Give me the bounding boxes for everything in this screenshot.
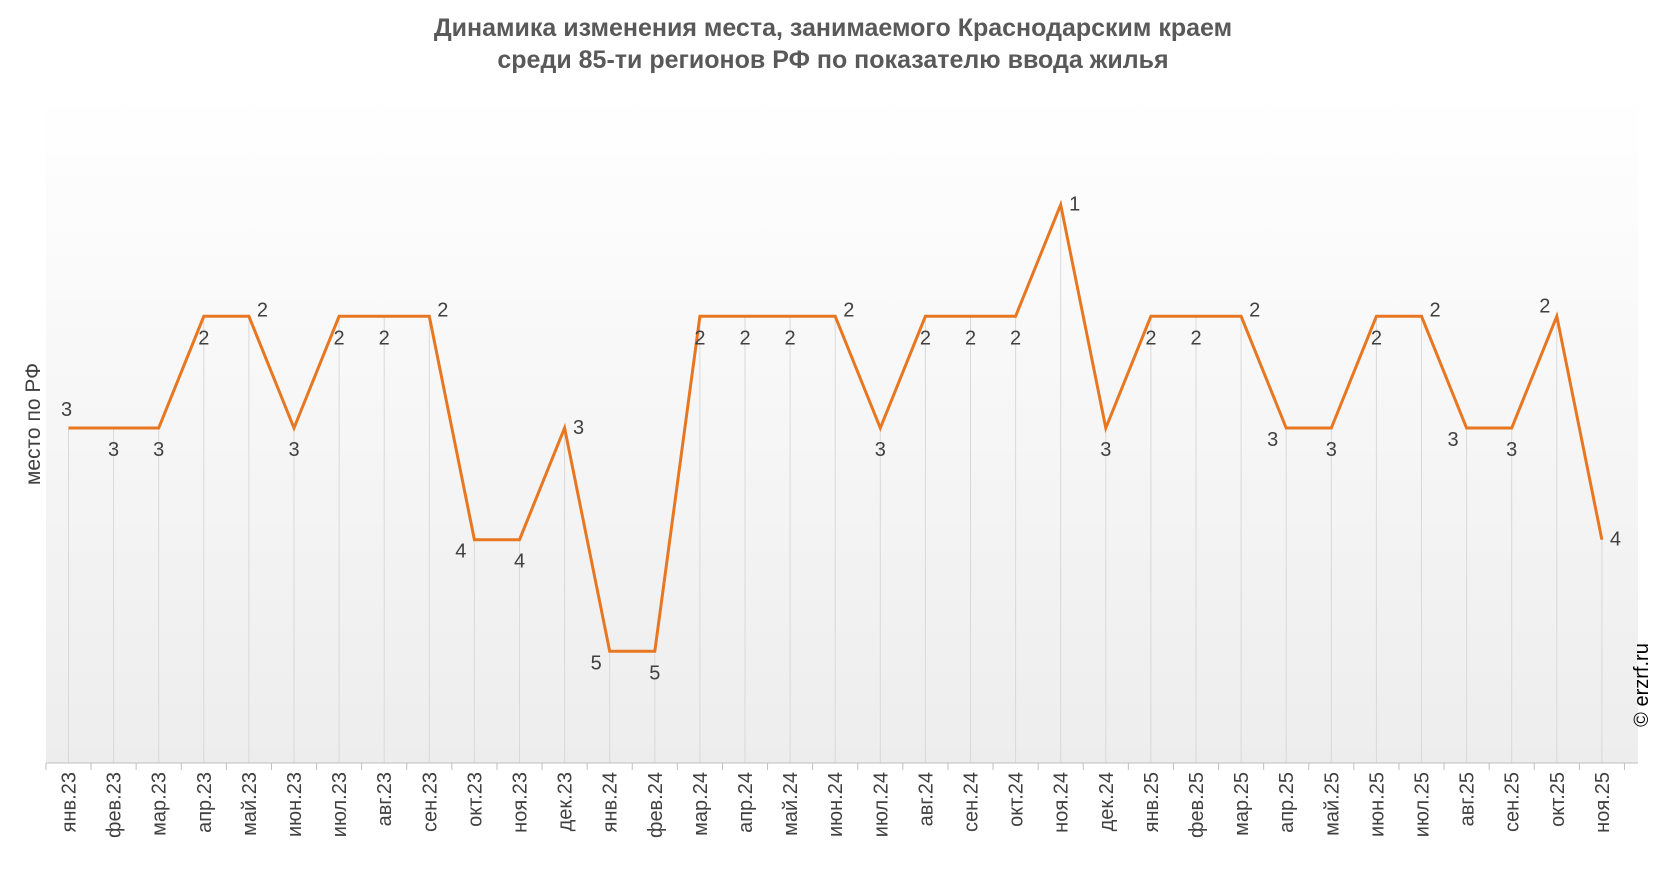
x-tick-label: апр.25 <box>1276 772 1298 833</box>
data-label: 2 <box>1010 327 1021 349</box>
data-label: 3 <box>1447 429 1458 451</box>
data-label: 1 <box>1069 194 1080 216</box>
x-tick-label: окт.24 <box>1006 772 1028 827</box>
x-tick-label: фев.24 <box>645 772 667 838</box>
plot-area <box>46 93 1638 763</box>
x-tick-label: авг.25 <box>1457 772 1479 826</box>
x-tick-label: янв.25 <box>1141 772 1163 832</box>
data-label: 2 <box>785 327 796 349</box>
data-label: 5 <box>591 652 602 674</box>
x-tick-label: ноя.24 <box>1051 772 1073 833</box>
data-label: 2 <box>198 327 209 349</box>
x-tick-label: окт.25 <box>1547 772 1569 827</box>
x-tick-label: янв.23 <box>59 772 81 832</box>
data-label: 2 <box>1249 299 1260 321</box>
x-tick-label: дек.24 <box>1096 772 1118 831</box>
data-label: 2 <box>1145 327 1156 349</box>
x-axis-ticks: янв.23 фев.23 мар.23 апр.23 май.23 июн.23 июл.… <box>45 763 1625 838</box>
x-tick-label: авг.23 <box>374 772 396 826</box>
x-tick-label: июл.25 <box>1412 772 1434 837</box>
x-tick-label: май.25 <box>1321 772 1343 836</box>
x-tick-label: ноя.25 <box>1592 772 1614 833</box>
x-tick-label: июн.24 <box>825 772 847 837</box>
data-label: 3 <box>288 439 299 461</box>
x-tick-label: сен.23 <box>419 772 441 832</box>
x-tick-label: дек.23 <box>555 772 577 831</box>
x-tick-label: мар.25 <box>1231 772 1253 836</box>
data-label: 2 <box>920 327 931 349</box>
credit-text: © erzrf.ru <box>1631 643 1653 727</box>
data-label: 2 <box>1190 327 1201 349</box>
data-label: 2 <box>1430 299 1441 321</box>
data-label: 3 <box>573 417 584 439</box>
data-label: 4 <box>455 541 466 563</box>
x-tick-label: мар.24 <box>690 772 712 836</box>
chart-title: Динамика изменения места, занимаемого Кр… <box>0 12 1666 76</box>
data-label: 2 <box>334 327 345 349</box>
x-tick-label: ноя.23 <box>510 772 532 833</box>
x-tick-label: сен.24 <box>961 772 983 832</box>
data-label: 3 <box>1100 439 1111 461</box>
data-label: 3 <box>1506 439 1517 461</box>
data-label: 2 <box>379 327 390 349</box>
x-tick-label: июн.23 <box>284 772 306 837</box>
x-tick-label: окт.23 <box>464 772 486 827</box>
data-label: 3 <box>875 439 886 461</box>
x-tick-label: сен.25 <box>1502 772 1524 832</box>
data-label: 2 <box>1371 327 1382 349</box>
x-tick-label: фев.25 <box>1186 772 1208 838</box>
data-label: 2 <box>437 299 448 321</box>
gridlines <box>68 204 1603 763</box>
data-label: 3 <box>153 439 164 461</box>
data-label: 2 <box>739 327 750 349</box>
data-label: 5 <box>649 662 660 684</box>
x-tick-label: авг.24 <box>915 772 937 826</box>
x-tick-label: мар.23 <box>149 772 171 836</box>
data-label: 2 <box>965 327 976 349</box>
chart-title-line2: среди 85-ти регионов РФ по показателю вв… <box>497 46 1169 74</box>
y-axis-label: место по РФ <box>22 363 45 485</box>
data-label: 4 <box>1610 529 1621 551</box>
x-tick-label: май.24 <box>780 772 802 836</box>
data-label: 3 <box>108 439 119 461</box>
data-label: 3 <box>61 399 72 421</box>
series-line <box>68 199 1604 653</box>
x-tick-label: июн.25 <box>1366 772 1388 837</box>
x-tick-label: июл.23 <box>329 772 351 837</box>
x-tick-label: апр.23 <box>194 772 216 833</box>
x-tick-label: апр.24 <box>735 772 757 833</box>
x-tick-label: май.23 <box>239 772 261 836</box>
data-label: 2 <box>257 299 268 321</box>
data-label: 4 <box>514 551 525 573</box>
data-label: 2 <box>843 299 854 321</box>
x-tick-label: фев.23 <box>104 772 126 838</box>
chart-title-line1: Динамика изменения места, занимаемого Кр… <box>433 14 1233 42</box>
data-label: 3 <box>1326 439 1337 461</box>
data-labels: 3 3 3 2 2 3 2 2 2 4 4 3 5 5 2 2 2 2 3 2 2 2 1 3 2 2 2 3 3 2 2 3 3 2 4 <box>61 194 1621 685</box>
data-label: 3 <box>1267 429 1278 451</box>
x-tick-label: янв.24 <box>600 772 622 832</box>
x-tick-label: июл.24 <box>870 772 892 837</box>
data-label: 2 <box>1539 295 1550 317</box>
data-label: 2 <box>694 327 705 349</box>
